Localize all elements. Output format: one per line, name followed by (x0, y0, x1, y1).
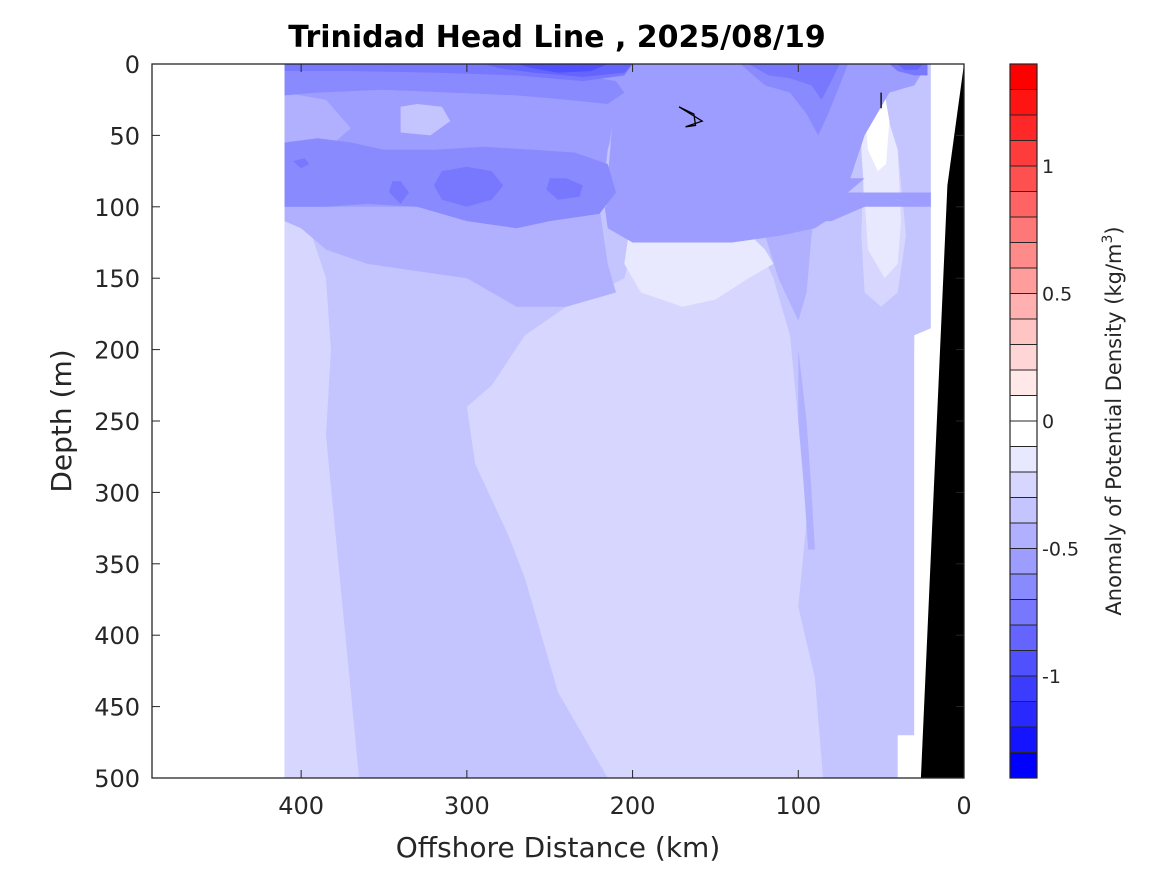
colorbar-swatch (1009, 446, 1038, 473)
colorbar-swatch (1009, 89, 1038, 116)
colorbar-tick-label: -1 (1042, 666, 1061, 688)
colorbar-swatch (1009, 573, 1038, 600)
y-tick-label: 200 (94, 337, 140, 365)
colorbar-swatch (1009, 165, 1038, 192)
colorbar-ticks: 1 0.5 0 -0.5 -1 (1042, 156, 1079, 688)
colorbar-swatch (1009, 191, 1038, 218)
x-tick-label: 100 (775, 792, 821, 820)
colorbar (1009, 63, 1038, 779)
colorbar-swatch (1009, 471, 1038, 498)
colorbar-tick-label: 0.5 (1042, 284, 1072, 306)
seafloor (920, 64, 964, 778)
bathymetry (920, 64, 964, 778)
colorbar-swatch (1009, 63, 1038, 90)
colorbar-swatch (1009, 726, 1038, 753)
y-tick-label: 350 (94, 551, 140, 579)
colorbar-swatch (1009, 650, 1038, 677)
y-tick-label: 50 (109, 122, 140, 150)
contour-region (284, 71, 625, 104)
contour-region (433, 166, 504, 207)
x-tick-label: 200 (610, 792, 656, 820)
y-tick-label: 500 (94, 765, 140, 793)
colorbar-swatch (1009, 522, 1038, 549)
colorbar-tick-label: 1 (1042, 156, 1054, 178)
contour-region (364, 263, 467, 364)
contour-region (516, 64, 608, 73)
colorbar-swatch (1009, 548, 1038, 575)
contour-region (400, 104, 451, 136)
contour-region (748, 64, 840, 100)
y-tick-label: 0 (125, 51, 140, 79)
contour-region (798, 349, 815, 550)
colorbar-swatch (1009, 293, 1038, 320)
colorbar-swatch (1009, 369, 1038, 396)
contour-line (678, 106, 704, 128)
x-axis: 400 300 200 100 0 (278, 64, 972, 820)
colorbar-swatch (1009, 497, 1038, 524)
colorbar-swatch (1009, 395, 1038, 422)
y-tick-label: 150 (94, 265, 140, 293)
y-tick-label: 450 (94, 694, 140, 722)
colorbar-swatch (1009, 344, 1038, 371)
y-tick-label: 250 (94, 408, 140, 436)
colorbar-swatch (1009, 599, 1038, 626)
colorbar-tick-label: -0.5 (1042, 539, 1079, 561)
colorbar-swatch (1009, 114, 1038, 141)
colorbar-swatch (1009, 701, 1038, 728)
x-tick-label: 400 (278, 792, 324, 820)
y-tick-label: 300 (94, 479, 140, 507)
colorbar-swatch (1009, 140, 1038, 167)
colorbar-label-close: ) (1102, 226, 1126, 234)
y-axis: 0 50 100 150 200 250 300 350 400 450 500 (94, 51, 964, 793)
contour-region (466, 149, 824, 778)
colorbar-frame (1009, 63, 1038, 779)
colorbar-swatch (1009, 216, 1038, 243)
contour-region (284, 92, 351, 143)
y-tick-label: 400 (94, 622, 140, 650)
colorbar-swatch (1009, 318, 1038, 345)
colorbar-label: Anomaly of Potential Density (kg/m3) (1100, 226, 1126, 615)
x-axis-label: Offshore Distance (km) (396, 831, 721, 864)
colorbar-swatch (1009, 675, 1038, 702)
colorbar-swatch (1009, 752, 1038, 779)
colorbar-label-superscript: 3 (1100, 235, 1116, 244)
contour-region (897, 64, 923, 70)
contour-region (389, 181, 409, 204)
x-tick-label: 0 (956, 792, 971, 820)
colorbar-swatch (1009, 420, 1038, 447)
contour-region (284, 221, 360, 778)
contour-region (546, 178, 583, 200)
colorbar-swatch (1009, 267, 1038, 294)
colorbar-swatch (1009, 624, 1038, 651)
colorbar-label-text: Anomaly of Potential Density (kg/m (1102, 244, 1126, 616)
x-tick-label: 300 (444, 792, 490, 820)
y-axis-label: Depth (m) (45, 349, 78, 492)
contour-region (292, 158, 310, 169)
contour-fills (284, 64, 964, 778)
colorbar-swatch (1009, 242, 1038, 269)
contour-lines (678, 92, 882, 128)
y-tick-label: 100 (94, 194, 140, 222)
colorbar-tick-label: 0 (1042, 411, 1054, 433)
chart-title: Trinidad Head Line , 2025/08/19 (288, 20, 825, 55)
